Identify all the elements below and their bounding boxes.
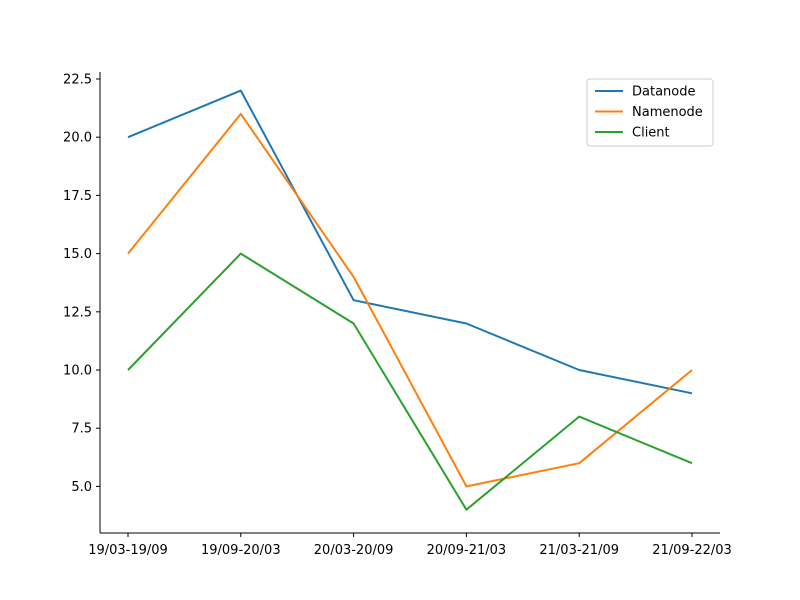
x-tick-label: 19/09-20/03 (201, 543, 281, 558)
x-tick-label: 21/09-22/03 (652, 543, 732, 558)
series-line-namenode (127, 112, 693, 488)
axes: 5.0 7.5 10.0 12.5 15.0 17.5 20.0 22.5 19/03-19/0… (63, 72, 732, 558)
x-tick-label: 20/09-21/03 (427, 543, 507, 558)
y-tick-label: 10.0 (63, 364, 92, 379)
series-group (127, 89, 693, 511)
y-tick-label: 7.5 (71, 422, 92, 437)
y-tick-label: 20.0 (63, 131, 92, 146)
y-tick-label: 17.5 (63, 189, 92, 204)
legend-label: Namenode (632, 105, 703, 120)
series-line-client (127, 252, 693, 511)
legend-item-datanode: Datanode (595, 85, 695, 100)
legend: Datanode Namenode Client (586, 78, 714, 147)
legend-item-namenode: Namenode (595, 105, 703, 120)
y-tick-label: 15.0 (63, 247, 92, 262)
legend-label: Client (632, 126, 670, 141)
y-tick-label: 5.0 (71, 480, 92, 495)
x-tick-label: 21/03-21/09 (539, 543, 619, 558)
legend-frame (586, 78, 714, 147)
series-line-datanode (127, 89, 693, 395)
legend-item-client: Client (595, 126, 670, 141)
legend-label: Datanode (632, 85, 695, 100)
y-tick-label: 12.5 (63, 305, 92, 320)
y-tick-label: 22.5 (63, 72, 92, 87)
x-tick-label: 19/03-19/09 (88, 543, 168, 558)
x-tick-label: 20/03-20/09 (314, 543, 394, 558)
